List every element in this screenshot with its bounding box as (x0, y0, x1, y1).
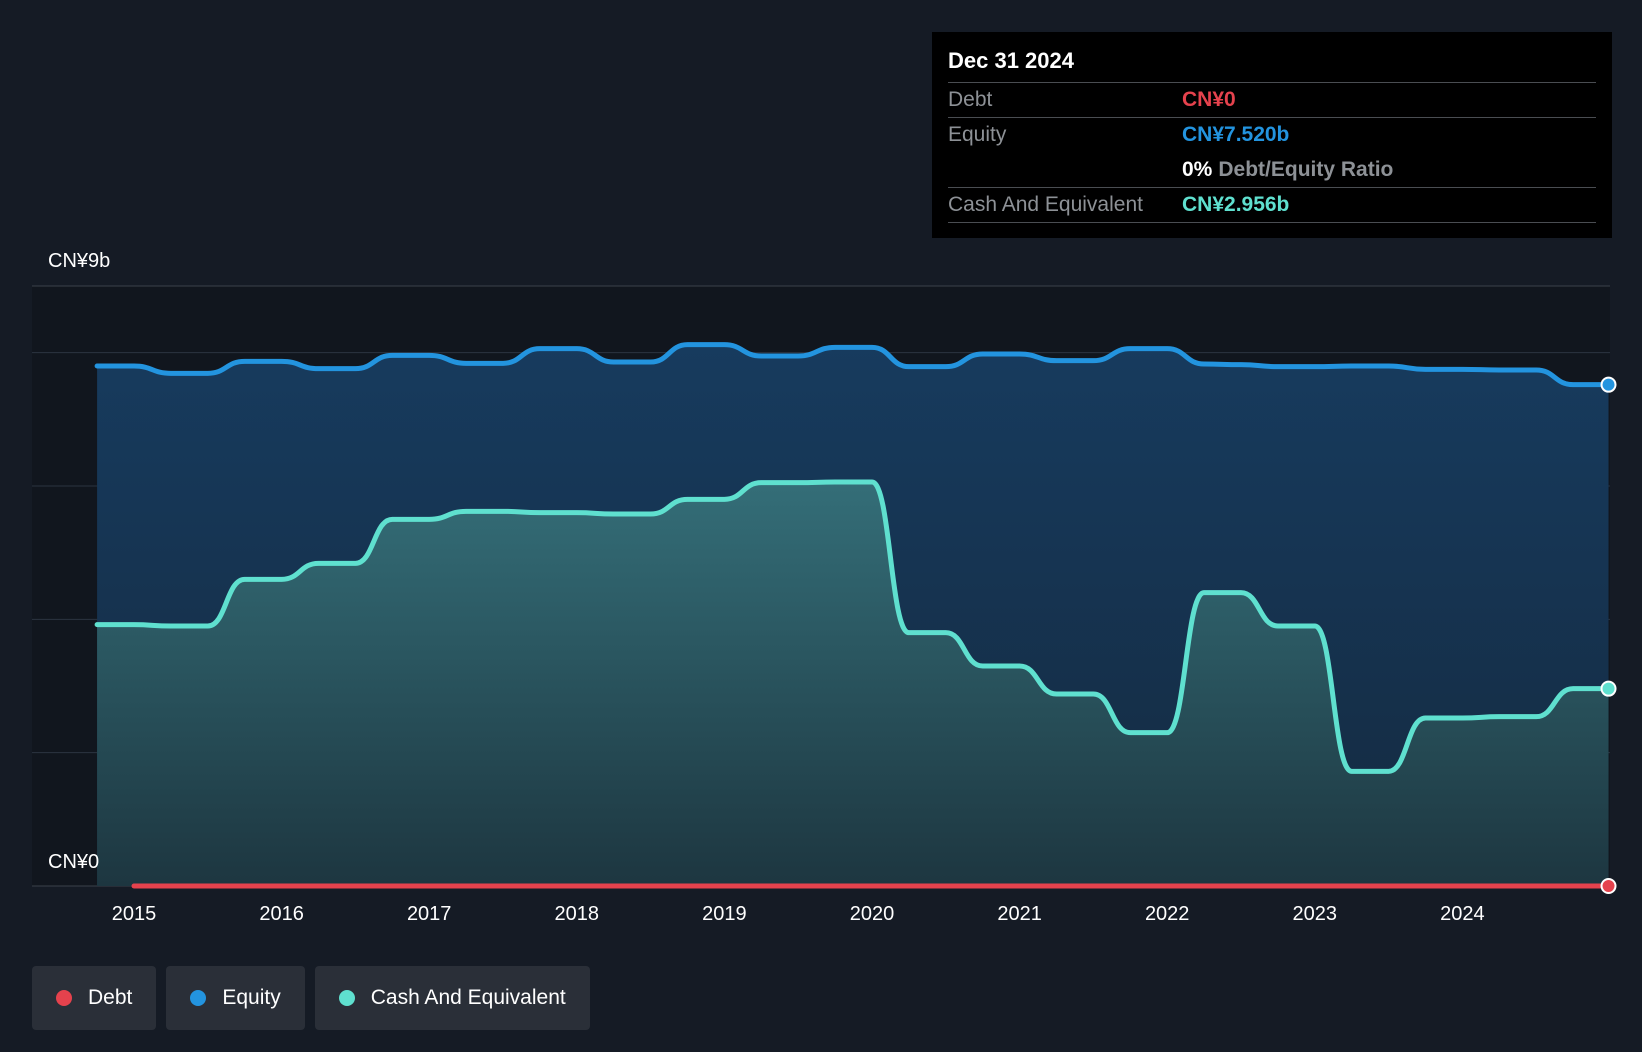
x-tick-label: 2016 (259, 903, 304, 925)
tooltip-value: CN¥7.520b (1182, 123, 1290, 146)
legend-item-debt[interactable]: Debt (32, 966, 157, 1030)
x-tick-label: 2024 (1440, 903, 1485, 925)
y-axis-bottom-label: CN¥0 (48, 851, 100, 873)
tooltip-row-debt: Debt CN¥0 (948, 82, 1596, 117)
legend-item-cash[interactable]: Cash And Equivalent (314, 966, 590, 1030)
debt-dot-icon (56, 990, 72, 1006)
x-tick-label: 2022 (1145, 903, 1190, 925)
end-markers (1600, 376, 1617, 894)
series-lines (94, 342, 1612, 889)
legend-item-equity[interactable]: Equity (166, 966, 305, 1030)
legend-label: Debt (88, 986, 133, 1009)
tooltip-date: Dec 31 2024 (948, 48, 1074, 73)
legend-label: Cash And Equivalent (370, 986, 566, 1009)
tooltip-value: CN¥0 (1182, 88, 1236, 111)
tooltip-row-cash: Cash And Equivalent CN¥2.956b (948, 187, 1596, 223)
data-tooltip: Dec 31 2024 Debt CN¥0 Equity CN¥7.520b 0… (932, 32, 1612, 238)
tooltip-row-ratio: 0% Debt/Equity Ratio (948, 152, 1596, 187)
tooltip-label: Cash And Equivalent (948, 193, 1143, 216)
equity-dot-icon (190, 990, 207, 1006)
x-axis-ticks: 2015 2016 2017 2018 2019 2020 2021 2022 2023 2024 (112, 903, 1485, 925)
x-tick-label: 2021 (997, 903, 1042, 925)
cash-area (97, 482, 1609, 886)
area-fills (97, 344, 1609, 887)
tooltip-value: CN¥2.956b (1182, 193, 1290, 216)
tooltip-suffix: Debt/Equity Ratio (1218, 158, 1394, 181)
tooltip-label: Equity (948, 123, 1007, 146)
x-tick-label: 2019 (702, 903, 747, 925)
y-axis-top-label: CN¥9b (48, 250, 111, 272)
cash-end-point (1600, 680, 1617, 697)
legend-label: Equity (222, 986, 281, 1009)
tooltip-label: Debt (948, 88, 993, 111)
equity-end-point (1600, 376, 1617, 393)
tooltip-label (948, 153, 1182, 187)
cash-dot-icon (338, 990, 355, 1006)
x-tick-label: 2023 (1293, 903, 1338, 925)
debt-end-point (1600, 878, 1617, 894)
tooltip-row-equity: Equity CN¥7.520b (948, 117, 1596, 152)
x-tick-label: 2017 (407, 903, 452, 925)
cash-line (94, 479, 1612, 774)
tooltip-value: 0% (1182, 158, 1213, 181)
chart-legend: Debt Equity Cash And Equivalent (32, 966, 590, 1030)
x-tick-label: 2018 (555, 903, 600, 925)
x-tick-label: 2015 (112, 903, 157, 925)
x-tick-label: 2020 (850, 903, 895, 925)
equity-line (94, 342, 1612, 388)
